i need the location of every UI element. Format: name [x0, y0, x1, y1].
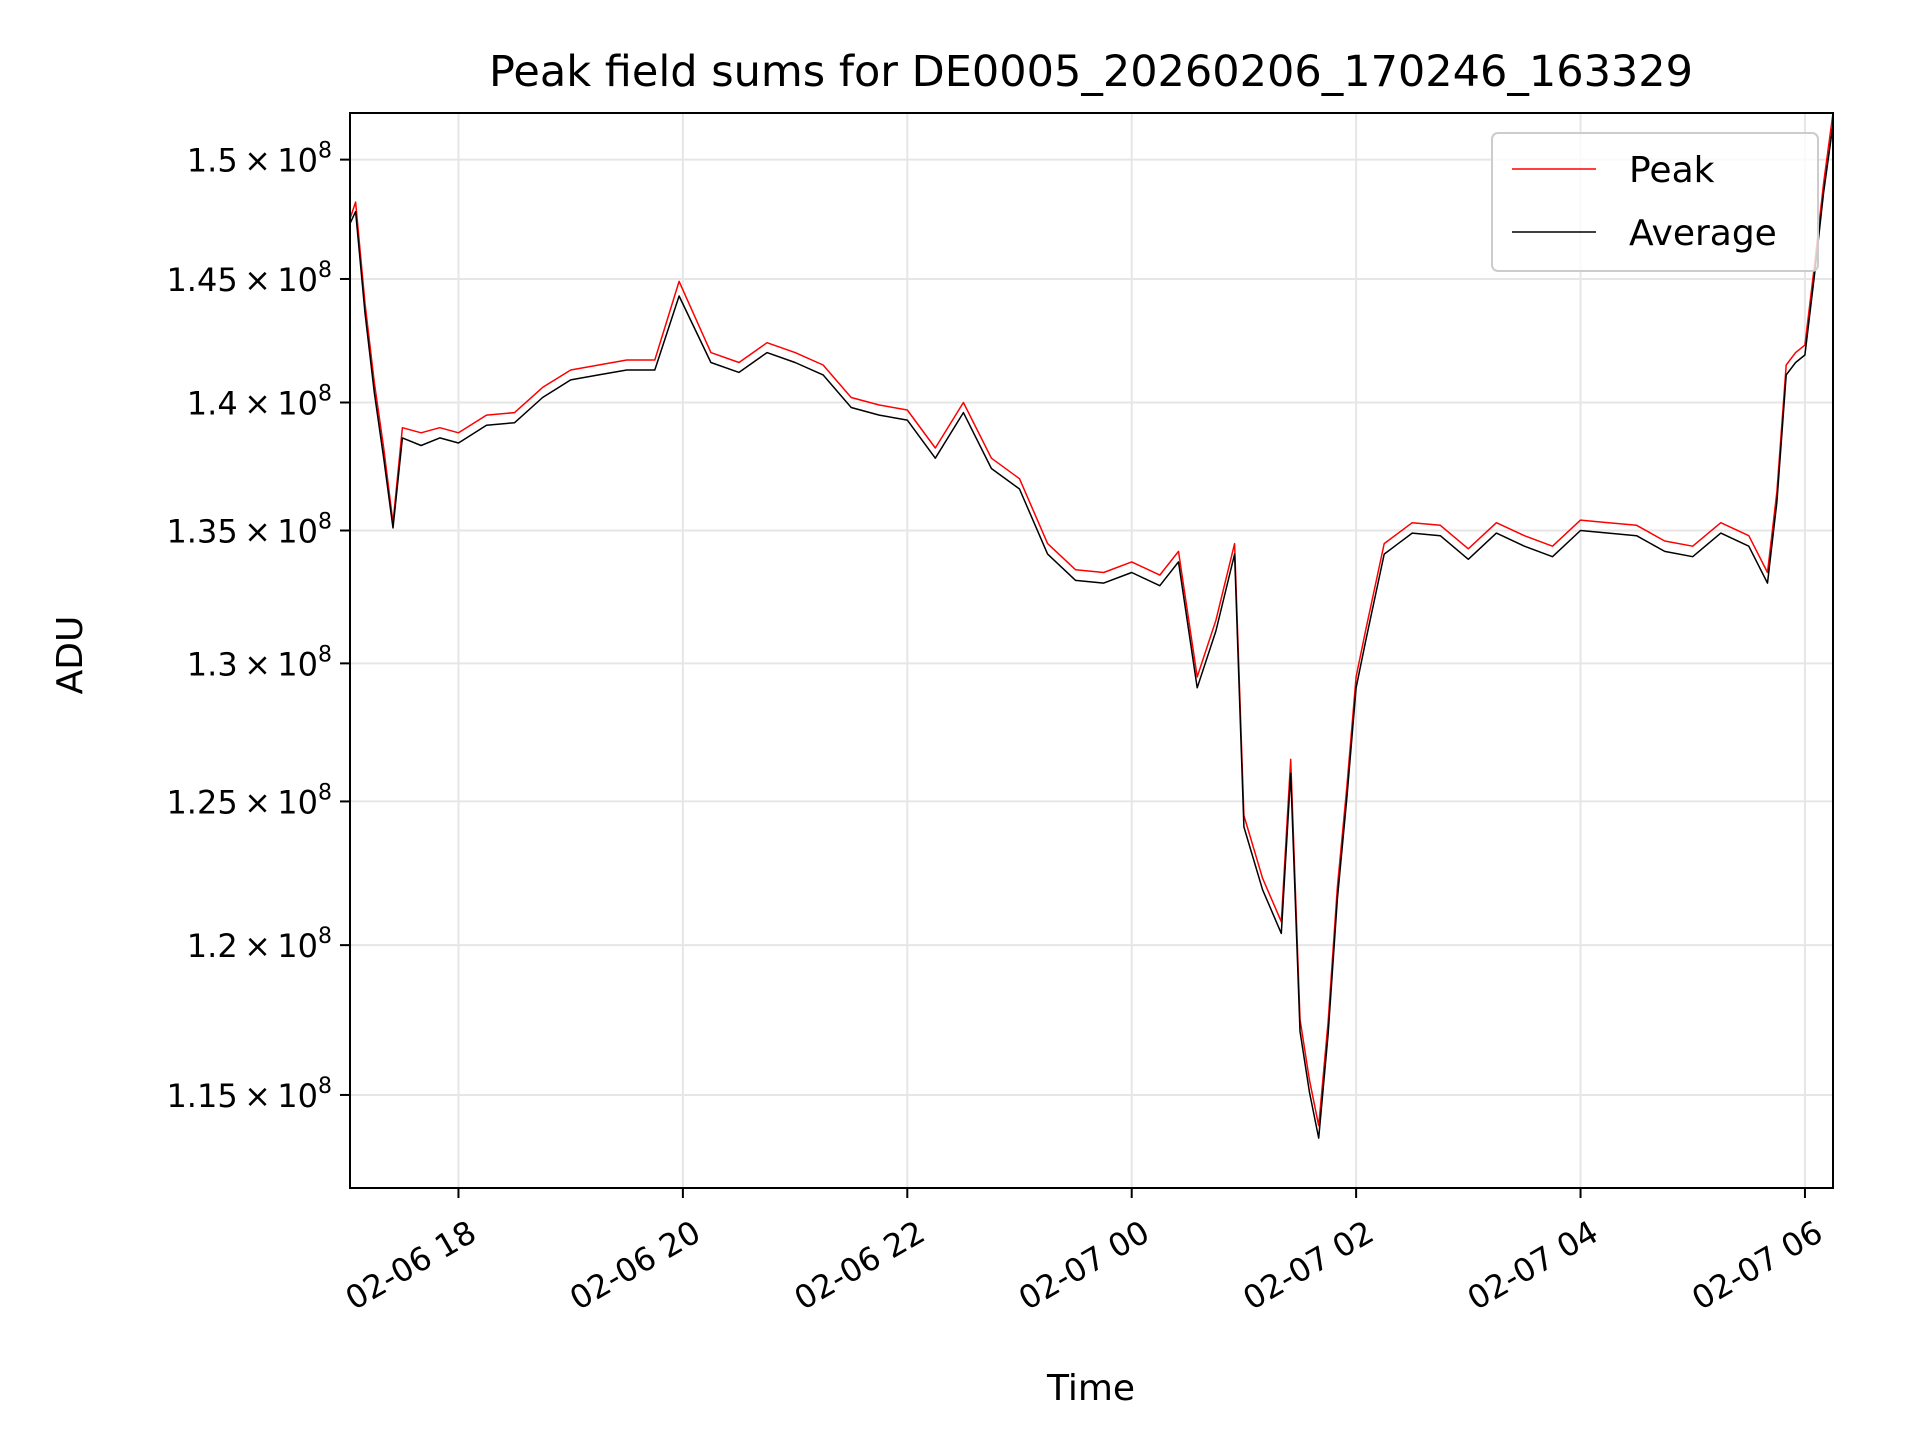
y-tick-label: 1.45 × 108: [166, 258, 332, 299]
y-tick-label: 1.15 × 108: [166, 1074, 332, 1115]
y-tick-label: 1.3 × 108: [187, 642, 332, 683]
x-axis-label: Time: [1046, 1368, 1135, 1409]
grid: [350, 113, 1833, 1188]
legend: Peak Average: [1491, 132, 1819, 272]
y-tick-label: 1.25 × 108: [166, 780, 332, 821]
y-tick-label: 1.5 × 108: [187, 139, 332, 180]
series-layer: [349, 112, 1834, 1139]
y-axis-label: ADU: [50, 616, 91, 695]
y-tick-label: 1.4 × 108: [187, 381, 332, 422]
y-tick-label: 1.2 × 108: [187, 924, 332, 965]
plot-area-frame: [349, 112, 1834, 1189]
legend-box: [1491, 132, 1819, 272]
legend-label-peak: Peak: [1629, 150, 1715, 191]
y-tick-label: 1.35 × 108: [166, 510, 332, 551]
legend-label-average: Average: [1629, 213, 1777, 254]
series-line-peak: [349, 112, 1834, 1127]
chart-title: Peak field sums for DE0005_20260206_1702…: [489, 47, 1693, 97]
y-axis: 1.15 × 108 1.2 × 108 1.25 × 108 1.3 × 108 1.…: [166, 139, 350, 1115]
series-line-average: [349, 124, 1834, 1139]
